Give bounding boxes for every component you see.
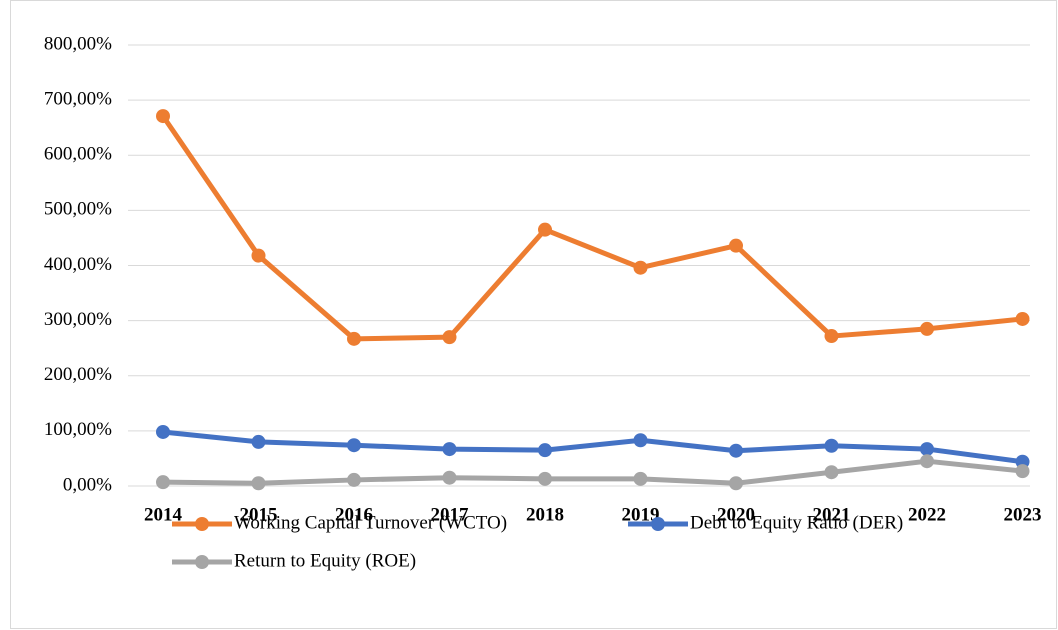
- y-tick-label: 500,00%: [44, 199, 112, 220]
- data-point: [729, 238, 743, 253]
- y-tick-label: 100,00%: [44, 419, 112, 440]
- y-tick-label: 400,00%: [44, 254, 112, 275]
- data-point: [824, 438, 839, 453]
- x-tick-label: 2017: [431, 504, 470, 525]
- y-tick-label: 800,00%: [44, 33, 112, 54]
- data-point: [538, 222, 552, 237]
- y-tick-label: 600,00%: [44, 144, 112, 165]
- data-point: [442, 442, 457, 457]
- x-tick-label: 2014: [144, 504, 183, 525]
- legend-label: Return to Equity (ROE): [234, 550, 416, 571]
- y-tick-label: 700,00%: [44, 88, 112, 109]
- legend-marker: [195, 517, 209, 531]
- data-point: [347, 331, 361, 346]
- x-tick-label: 2020: [717, 504, 755, 525]
- data-point: [633, 260, 648, 275]
- x-tick-label: 2021: [813, 504, 851, 525]
- data-point: [633, 471, 648, 486]
- x-tick-label: 2015: [240, 504, 278, 525]
- data-point: [442, 470, 457, 485]
- data-point: [538, 443, 552, 458]
- data-point: [251, 434, 266, 449]
- x-tick-label: 2016: [335, 504, 373, 525]
- data-point: [729, 443, 743, 458]
- legend-marker: [195, 555, 209, 569]
- data-point: [347, 438, 361, 453]
- data-point: [251, 476, 266, 491]
- y-tick-label: 0,00%: [63, 474, 112, 495]
- legend-label: Working Capital Turnover (WCTO): [234, 512, 507, 533]
- data-point: [156, 424, 170, 439]
- data-point: [824, 329, 839, 344]
- legend-marker: [651, 517, 665, 531]
- data-point: [156, 475, 170, 490]
- data-point: [1015, 311, 1030, 326]
- chart-frame: [10, 0, 1057, 629]
- series-line: [160, 429, 1025, 465]
- data-point: [251, 248, 266, 263]
- data-point: [442, 330, 457, 345]
- data-point: [920, 442, 934, 457]
- data-point: [824, 465, 839, 480]
- data-point: [1015, 464, 1030, 479]
- data-point: [920, 454, 934, 469]
- legend-label: Debt to Equity Ratio (DER): [690, 512, 903, 533]
- data-point: [347, 472, 361, 487]
- data-point: [729, 476, 743, 491]
- data-point: [633, 433, 648, 448]
- data-point: [538, 471, 552, 486]
- data-point: [920, 321, 934, 336]
- y-tick-label: 300,00%: [44, 309, 112, 330]
- x-tick-label: 2022: [908, 504, 946, 525]
- y-tick-label: 200,00%: [44, 364, 112, 385]
- x-tick-label: 2023: [1004, 504, 1042, 525]
- x-tick-label: 2018: [526, 504, 564, 525]
- data-point: [156, 109, 170, 124]
- series-line: [160, 458, 1025, 486]
- series-line: [160, 113, 1025, 342]
- x-tick-label: 2019: [622, 504, 660, 525]
